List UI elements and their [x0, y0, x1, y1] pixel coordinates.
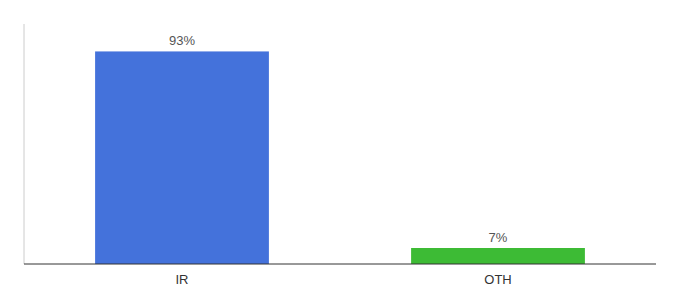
y-axis-line	[24, 24, 25, 264]
x-tick-label: IR	[176, 272, 189, 287]
bar	[95, 51, 269, 264]
data-label: 93%	[169, 33, 195, 48]
data-label: 7%	[489, 230, 508, 245]
bars	[95, 51, 585, 264]
x-tick-label: OTH	[484, 272, 511, 287]
x-axis-line	[24, 264, 656, 265]
chart-svg: 93% 7% IR OTH	[0, 0, 680, 300]
bar	[411, 248, 585, 264]
chart-container: 93% 7% IR OTH	[0, 0, 680, 300]
